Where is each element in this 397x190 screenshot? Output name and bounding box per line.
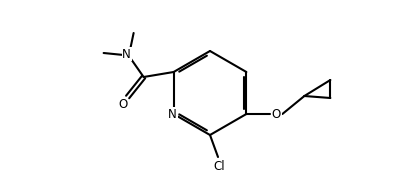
Text: N: N — [168, 108, 177, 120]
Text: O: O — [118, 97, 127, 111]
Text: O: O — [272, 108, 281, 120]
Text: N: N — [122, 48, 131, 60]
Text: Cl: Cl — [213, 161, 225, 173]
